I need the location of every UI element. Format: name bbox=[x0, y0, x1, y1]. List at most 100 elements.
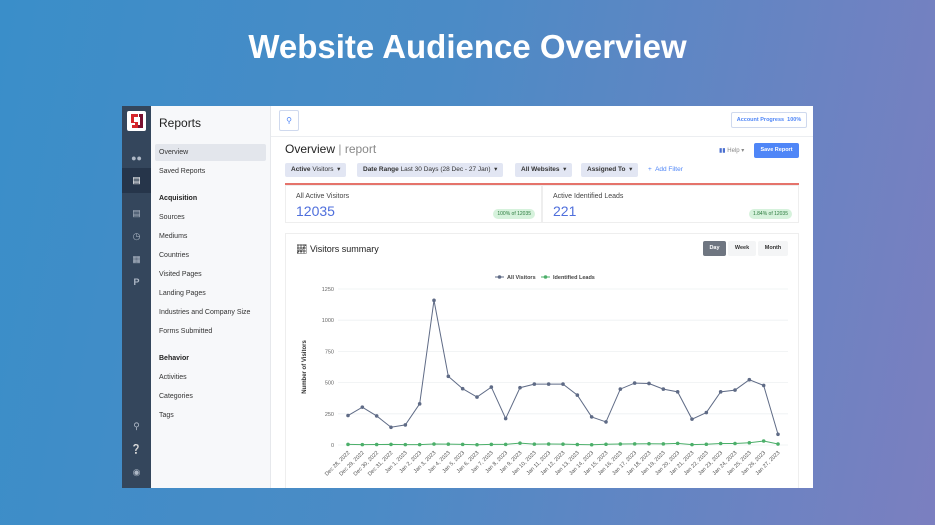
filter-active-visitors[interactable]: Active Visitors ▾ bbox=[285, 163, 347, 177]
filter-value: Visitors bbox=[310, 166, 334, 173]
y-tick-label: 500 bbox=[325, 381, 334, 387]
data-point bbox=[403, 423, 408, 427]
sidebar-item-sources[interactable]: Sources bbox=[159, 214, 185, 221]
user-icon[interactable]: ◉ bbox=[132, 467, 141, 477]
y-tick-label: 750 bbox=[325, 349, 334, 355]
y-tick-label: 1000 bbox=[322, 318, 334, 324]
data-point bbox=[604, 442, 608, 447]
search-icon[interactable]: ⚲ bbox=[133, 421, 140, 431]
p-icon[interactable]: P bbox=[133, 277, 140, 287]
data-point bbox=[389, 442, 393, 447]
line-chart-icon: 📈︎ bbox=[296, 244, 308, 254]
users-icon[interactable]: ●● bbox=[131, 153, 142, 163]
data-point bbox=[589, 415, 594, 419]
plus-icon: + bbox=[648, 166, 652, 173]
sidebar-item-forms-submitted[interactable]: Forms Submitted bbox=[159, 328, 213, 335]
card-value: 221 bbox=[553, 203, 577, 219]
y-axis-title: Number of Visitors bbox=[302, 340, 308, 394]
data-point bbox=[403, 442, 408, 447]
page-title-text: Overview bbox=[285, 142, 336, 156]
filter-all-websites[interactable]: All Websites ▾ bbox=[515, 163, 573, 177]
data-point bbox=[718, 390, 723, 394]
card-identified-leads: Active Identified Leads 221 1.84% of 120… bbox=[542, 185, 799, 223]
filter-assigned-to[interactable]: Assigned To ▾ bbox=[581, 163, 639, 177]
help-label: Help bbox=[727, 148, 740, 154]
data-point bbox=[776, 432, 780, 437]
tab-day[interactable]: Day bbox=[703, 241, 726, 256]
filter-bar-accent bbox=[285, 183, 799, 185]
page-subtitle: report bbox=[344, 142, 377, 156]
data-point bbox=[761, 383, 766, 388]
grid-icon[interactable]: ▦ bbox=[132, 254, 141, 264]
page-title: Overview | report bbox=[285, 142, 377, 156]
reports-sidebar: Reports Overview Saved Reports Acquisiti… bbox=[151, 106, 271, 488]
data-point bbox=[589, 442, 594, 447]
help-icon[interactable]: ❔ bbox=[130, 444, 143, 454]
summary-title-text: Visitors summary bbox=[309, 244, 379, 254]
clock-icon[interactable]: ◷ bbox=[132, 231, 141, 241]
data-point bbox=[374, 414, 379, 418]
tab-month[interactable]: Month bbox=[758, 241, 788, 256]
data-point bbox=[389, 425, 393, 430]
legend-marker bbox=[497, 275, 502, 279]
data-point bbox=[346, 442, 350, 447]
divider bbox=[271, 136, 813, 137]
data-point bbox=[604, 420, 608, 424]
sidebar-item-mediums[interactable]: Mediums bbox=[159, 233, 188, 240]
tab-week[interactable]: Week bbox=[728, 241, 756, 256]
data-point bbox=[704, 410, 709, 415]
filter-label: Active bbox=[291, 166, 311, 173]
account-progress-button[interactable]: Account Progress 100% bbox=[731, 112, 807, 128]
add-filter-link[interactable]: + Add Filter bbox=[648, 166, 683, 173]
data-point bbox=[632, 381, 637, 385]
filter-label: Assigned To bbox=[587, 166, 626, 173]
data-point bbox=[374, 442, 379, 447]
list-icon[interactable]: ▤ bbox=[132, 208, 141, 218]
help-dropdown[interactable]: ▮▮ Help ▾ bbox=[719, 148, 745, 154]
chart-icon[interactable]: ▤ bbox=[122, 168, 151, 193]
sidebar-item-industries[interactable]: Industries and Company Size bbox=[159, 309, 251, 316]
y-tick-label: 1250 bbox=[322, 287, 334, 293]
sidebar-item-saved-reports[interactable]: Saved Reports bbox=[159, 168, 206, 175]
logo bbox=[127, 111, 146, 131]
data-point bbox=[747, 440, 752, 445]
data-point bbox=[460, 386, 465, 391]
icon-rail: ●● ▤ ▤ ◷ ▦ P ⚲ ❔ ◉ bbox=[122, 106, 151, 488]
data-point bbox=[503, 442, 508, 447]
sidebar-item-visited-pages[interactable]: Visited Pages bbox=[159, 271, 202, 278]
y-tick-label: 0 bbox=[331, 443, 334, 449]
search-icon: ⚲ bbox=[286, 116, 292, 125]
sidebar-item-countries[interactable]: Countries bbox=[159, 252, 189, 259]
data-point bbox=[532, 382, 537, 386]
data-point bbox=[360, 405, 365, 409]
save-report-button[interactable]: Save Report bbox=[754, 143, 799, 158]
data-point bbox=[618, 387, 623, 391]
card-label: Active Identified Leads bbox=[553, 193, 624, 200]
filter-date-range[interactable]: Date Range Last 30 Days (28 Dec - 27 Jan… bbox=[357, 163, 504, 177]
data-point bbox=[733, 388, 737, 392]
data-point bbox=[718, 441, 723, 446]
sidebar-item-activities[interactable]: Activities bbox=[159, 374, 187, 381]
sidebar-item-overview[interactable]: Overview bbox=[155, 144, 266, 161]
data-point bbox=[446, 442, 451, 446]
data-point bbox=[532, 442, 537, 446]
data-point bbox=[575, 442, 580, 447]
data-point bbox=[475, 442, 479, 447]
search-button[interactable]: ⚲ bbox=[279, 110, 299, 131]
data-point bbox=[776, 442, 780, 446]
sidebar-item-categories[interactable]: Categories bbox=[159, 393, 193, 400]
data-point bbox=[661, 442, 666, 446]
data-point bbox=[518, 385, 522, 390]
account-progress-value: 100% bbox=[787, 117, 802, 123]
data-point bbox=[546, 442, 551, 446]
sidebar-item-landing-pages[interactable]: Landing Pages bbox=[159, 290, 206, 297]
data-point bbox=[360, 442, 365, 447]
data-point bbox=[346, 413, 350, 418]
data-point bbox=[417, 442, 422, 447]
card-badge: 100% of 12035 bbox=[493, 209, 535, 219]
sidebar-item-tags[interactable]: Tags bbox=[159, 412, 174, 419]
data-point bbox=[690, 417, 694, 421]
data-point bbox=[417, 402, 422, 406]
data-point bbox=[675, 441, 680, 446]
